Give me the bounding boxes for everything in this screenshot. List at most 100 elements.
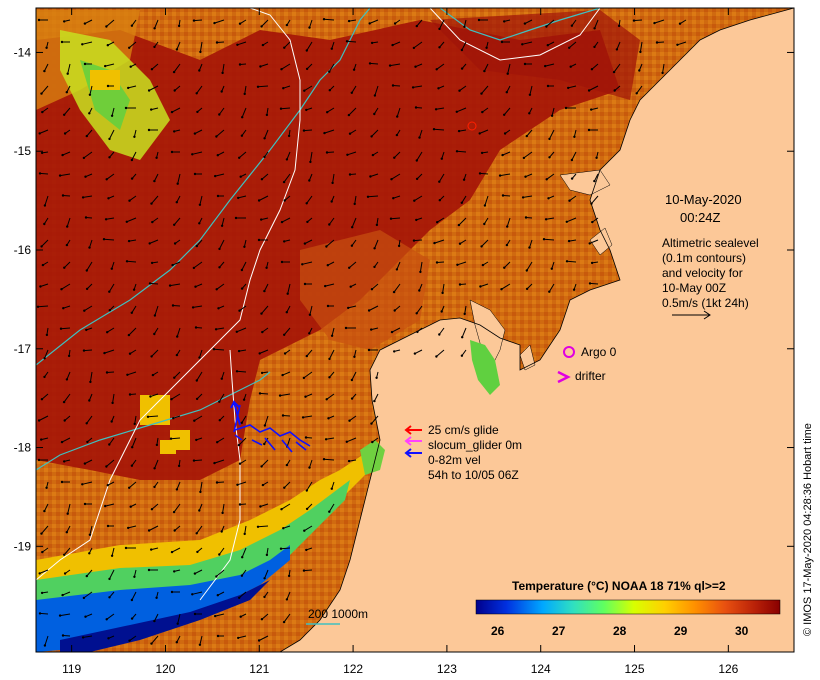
velocity-vector <box>106 459 115 467</box>
velocity-vector <box>589 282 599 285</box>
velocity-vector-head <box>172 510 176 514</box>
velocity-vector-head <box>676 43 679 46</box>
velocity-vector-head <box>617 24 621 28</box>
velocity-vector-head <box>308 26 311 29</box>
velocity-vector-head <box>132 288 136 291</box>
velocity-vector-head <box>678 22 682 25</box>
velocity-vector <box>108 437 115 445</box>
velocity-vector <box>370 173 379 177</box>
velocity-vector <box>214 19 225 24</box>
lat-tick-label: -18 <box>14 441 32 455</box>
info-altimetry-line-3: and velocity for <box>662 266 743 280</box>
velocity-vector <box>261 19 269 27</box>
velocity-vector-head <box>237 196 240 200</box>
velocity-vector <box>219 239 225 250</box>
velocity-vector-head <box>238 63 242 66</box>
velocity-vector-head <box>286 292 289 295</box>
velocity-vector-head <box>84 216 88 219</box>
velocity-vector-head <box>173 570 176 573</box>
velocity-vector <box>328 217 335 225</box>
velocity-vector <box>82 481 93 485</box>
velocity-vector-head <box>366 195 370 198</box>
velocity-vector-head <box>198 69 201 72</box>
velocity-vector-head <box>88 533 92 536</box>
velocity-vector-head <box>198 222 201 225</box>
velocity-vector-head <box>216 154 219 157</box>
velocity-vector-head <box>155 443 159 447</box>
velocity-vector-head <box>36 305 40 308</box>
velocity-vector <box>170 437 181 440</box>
velocity-vector <box>286 151 291 160</box>
lon-tick-label: 124 <box>531 662 551 676</box>
velocity-vector-head <box>198 356 201 359</box>
velocity-vector <box>303 129 313 132</box>
velocity-vector-head <box>418 136 421 139</box>
info-altimetry-line-4: 10-May 00Z <box>662 281 726 295</box>
longitude-axis: 119 120 121 122 123 124 125 126 <box>62 8 739 676</box>
velocity-vector-head <box>198 643 202 646</box>
velocity-vector-head <box>347 459 351 463</box>
velocity-vector <box>331 327 335 336</box>
velocity-vector-head <box>548 156 551 159</box>
velocity-vector-head <box>173 223 176 226</box>
velocity-vector-head <box>175 641 178 644</box>
velocity-vector <box>83 195 93 198</box>
velocity-vector <box>390 63 401 67</box>
velocity-vector-head <box>373 265 376 269</box>
velocity-vector <box>109 569 115 580</box>
velocity-vector-head <box>501 194 505 197</box>
velocity-vector-head <box>419 270 422 274</box>
velocity-vector-head <box>239 615 242 618</box>
velocity-vector-head <box>370 41 374 45</box>
velocity-vector-head <box>62 553 66 556</box>
velocity-vector-head <box>105 178 108 181</box>
velocity-vector-head <box>130 311 133 314</box>
velocity-vector-head <box>148 282 152 285</box>
velocity-vector <box>481 239 489 247</box>
velocity-vector-head <box>278 394 282 397</box>
velocity-vector-head <box>38 132 41 135</box>
velocity-vector-head <box>503 113 506 117</box>
velocity-vector <box>63 261 71 269</box>
velocity-vector-head <box>61 194 65 197</box>
velocity-vector-head <box>43 375 46 379</box>
velocity-vector <box>84 305 93 312</box>
velocity-vector <box>259 392 269 395</box>
velocity-vector-head <box>60 40 64 44</box>
velocity-vector-head <box>261 483 265 487</box>
velocity-vector-head <box>391 84 395 87</box>
velocity-vector-head <box>287 574 291 578</box>
velocity-vector-head <box>238 503 242 506</box>
velocity-vector-head <box>438 333 441 336</box>
velocity-vector-head <box>194 326 198 329</box>
velocity-vector <box>413 239 423 242</box>
velocity-vector <box>241 547 247 558</box>
velocity-vector-head <box>570 24 574 27</box>
velocity-vector <box>62 591 71 596</box>
velocity-vector-head <box>588 242 591 245</box>
velocity-vector <box>196 85 203 94</box>
coastal-cool-band-inner <box>36 545 290 652</box>
velocity-vector <box>281 63 291 70</box>
velocity-vector <box>328 63 335 72</box>
velocity-vector-head <box>506 225 509 228</box>
velocity-vector-head <box>45 333 49 337</box>
velocity-vector-head <box>347 19 351 23</box>
velocity-vector <box>128 85 137 89</box>
velocity-vector <box>241 261 247 271</box>
glide-arrow-icon <box>404 425 422 435</box>
velocity-vector-head <box>192 19 196 22</box>
velocity-vector <box>192 151 203 155</box>
velocity-vector <box>281 217 291 223</box>
velocity-vector-head <box>263 577 266 580</box>
velocity-vector <box>416 19 423 27</box>
velocity-vector-head <box>106 331 109 334</box>
velocity-vector-head <box>324 284 327 288</box>
velocity-vector <box>326 393 335 400</box>
velocity-vector-head <box>256 85 260 89</box>
velocity-vector <box>126 217 137 223</box>
velocity-vector-head <box>373 399 376 403</box>
velocity-vector-head <box>65 91 69 94</box>
velocity-vector <box>569 195 577 202</box>
velocity-vector-head <box>441 291 444 295</box>
